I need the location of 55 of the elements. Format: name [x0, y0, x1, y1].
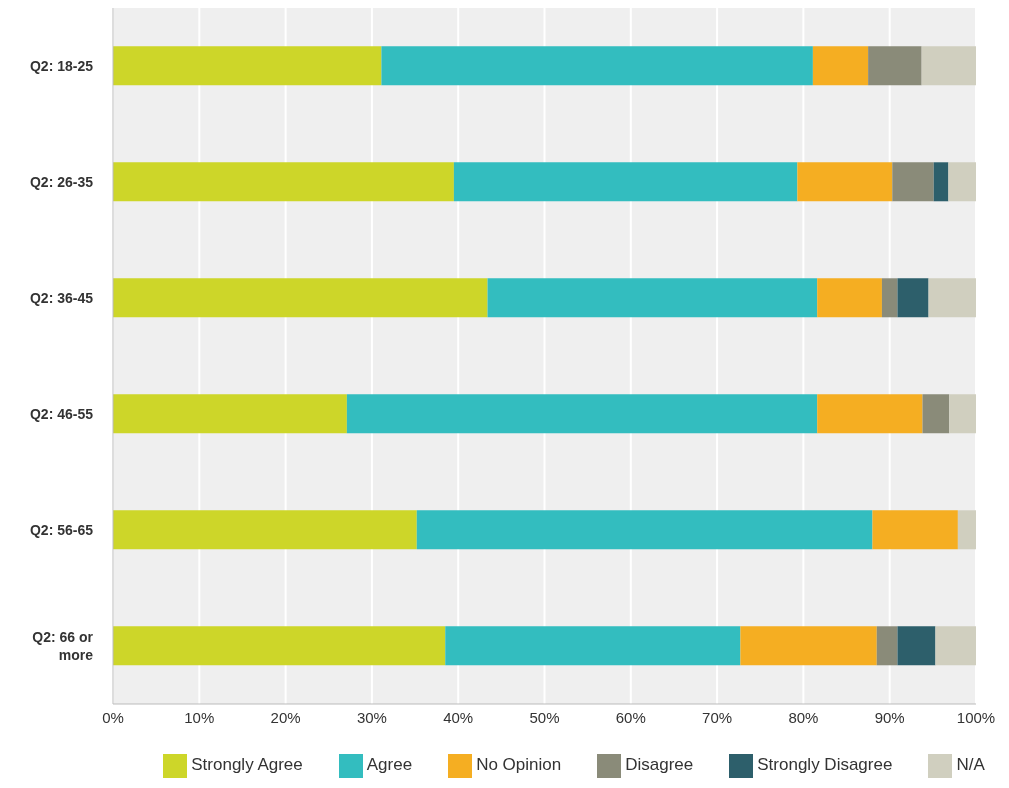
bar: [113, 278, 488, 318]
bar: [797, 162, 893, 202]
x-tick-label: 40%: [443, 708, 474, 726]
x-tick-label: 60%: [615, 708, 646, 726]
x-tick-label: 0%: [102, 708, 124, 726]
x-tick-label: 90%: [874, 708, 905, 726]
x-tick-label: 30%: [356, 708, 387, 726]
bar: [881, 278, 898, 318]
legend-label: Strongly Agree: [191, 755, 303, 775]
bar: [113, 162, 454, 202]
bar: [892, 162, 934, 202]
y-tick-label: Q2: 36-45: [29, 290, 94, 306]
bar: [346, 394, 818, 434]
bar: [872, 510, 958, 550]
bar: [957, 510, 976, 550]
legend-label: N/A: [956, 755, 985, 775]
bar: [487, 278, 818, 318]
x-tick-label: 80%: [788, 708, 819, 726]
bar: [453, 162, 798, 202]
bar: [928, 278, 976, 318]
x-tick-label: 10%: [184, 708, 215, 726]
bar: [812, 46, 869, 86]
y-tick-label: Q2: 56-65: [29, 522, 94, 538]
x-tick-label: 70%: [702, 708, 733, 726]
bar: [948, 162, 976, 202]
bar: [740, 626, 877, 666]
x-tick-label: 100%: [956, 708, 996, 726]
bar: [416, 510, 873, 550]
y-tick-label: Q2: 18-25: [29, 58, 94, 74]
x-tick-label: 20%: [270, 708, 301, 726]
legend-label: Strongly Disagree: [757, 755, 893, 775]
bar: [113, 510, 417, 550]
bar: [868, 46, 922, 86]
bar: [817, 278, 882, 318]
bar: [381, 46, 813, 86]
bar: [817, 394, 923, 434]
bar: [933, 162, 949, 202]
bar: [949, 394, 976, 434]
y-tick-label: Q2: 26-35: [29, 174, 94, 190]
bar: [921, 46, 976, 86]
bar: [445, 626, 741, 666]
legend-label: Disagree: [625, 755, 694, 775]
bar: [897, 626, 936, 666]
legend-label: No Opinion: [476, 755, 562, 775]
y-tick-label: Q2: 66 or more: [32, 629, 94, 663]
x-tick-label: 50%: [529, 708, 560, 726]
bar: [113, 394, 347, 434]
bar: [876, 626, 898, 666]
bar: [113, 626, 446, 666]
bar: [113, 46, 382, 86]
bar: [897, 278, 929, 318]
y-tick-label: Q2: 46-55: [29, 406, 94, 422]
legend-label: Agree: [366, 755, 413, 775]
bar: [922, 394, 950, 434]
bar: [935, 626, 976, 666]
